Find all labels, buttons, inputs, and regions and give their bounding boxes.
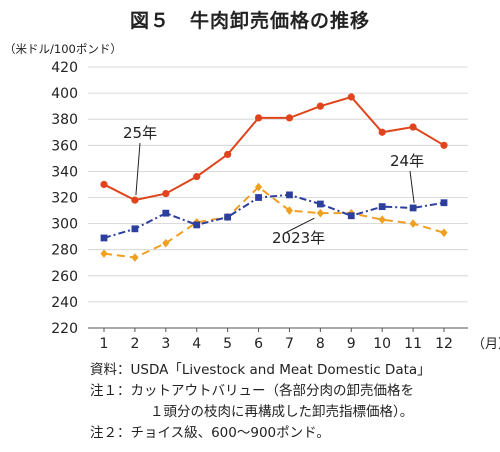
- data-point: [409, 204, 417, 212]
- data-point: [131, 253, 139, 262]
- y-tick-label: 380: [51, 112, 78, 128]
- x-tick-label: 10: [373, 336, 391, 352]
- data-point: [409, 219, 417, 228]
- x-tick-label: 8: [316, 336, 325, 352]
- x-tick-label: 1: [100, 336, 109, 352]
- x-tick-label: 3: [161, 336, 170, 352]
- data-point: [224, 213, 232, 221]
- series-line-0: [103, 95, 445, 202]
- y-tick-label: 260: [51, 269, 78, 285]
- data-point: [100, 180, 108, 189]
- data-point: [100, 234, 108, 242]
- data-point: [286, 191, 293, 199]
- data-point: [378, 203, 386, 211]
- chart-title: 図５ 牛肉卸売価格の推移: [129, 10, 370, 32]
- y-tick-label: 400: [51, 86, 78, 102]
- x-axis-unit-label: （月）: [472, 337, 500, 352]
- series-line-1: [103, 193, 445, 239]
- data-point: [254, 182, 263, 192]
- data-point: [285, 206, 294, 215]
- y-tick-label: 420: [51, 60, 78, 76]
- series-label-leader: [284, 217, 315, 234]
- source-note: 資料：USDA「Livestock and Meat Domestic Data…: [90, 362, 431, 378]
- data-point: [316, 200, 324, 208]
- data-point: [316, 208, 324, 218]
- x-tick-label: 2: [130, 336, 139, 352]
- x-tick-label: 5: [223, 336, 232, 352]
- data-point: [162, 209, 170, 217]
- x-tick-label: 11: [404, 336, 422, 352]
- y-tick-label: 280: [51, 243, 78, 259]
- data-point: [162, 238, 170, 248]
- x-tick-label: 6: [254, 336, 263, 352]
- y-tick-label: 320: [51, 191, 78, 207]
- y-tick-label: 220: [51, 321, 78, 337]
- note-2: 注２：チョイス級、600～900ポンド。: [90, 425, 330, 441]
- data-point: [162, 189, 170, 198]
- x-tick-label: 12: [435, 336, 453, 352]
- data-point: [347, 93, 355, 101]
- data-point: [131, 196, 139, 204]
- series-label-leader: [409, 170, 415, 204]
- data-point: [409, 123, 417, 131]
- data-point: [131, 225, 139, 233]
- note-1-line-2: １頭分の枝肉に再構成した卸売指標価格）。: [150, 404, 414, 420]
- y-tick-label: 360: [51, 138, 78, 154]
- data-point: [224, 150, 232, 159]
- notes: 資料：USDA「Livestock and Meat Domestic Data…: [90, 360, 431, 444]
- series-line-2: [103, 185, 445, 259]
- series-label: 2023年: [272, 229, 325, 247]
- data-point: [440, 228, 448, 238]
- data-point: [316, 102, 324, 110]
- note-1-line-1: 注１：カットアウトバリュー（各部分肉の卸売価格を: [90, 383, 414, 399]
- data-point: [440, 199, 448, 207]
- data-point: [254, 114, 263, 122]
- x-tick-label: 7: [285, 336, 294, 352]
- data-point: [378, 215, 386, 224]
- data-point: [285, 114, 294, 122]
- x-tick-label: 4: [192, 336, 201, 352]
- data-point: [378, 128, 386, 136]
- y-tick-label: 340: [51, 164, 78, 180]
- y-tick-label: 240: [51, 295, 78, 311]
- x-tick-label: 9: [347, 336, 356, 352]
- data-point: [347, 212, 355, 220]
- data-point: [193, 173, 201, 181]
- y-tick-label: 300: [51, 217, 78, 233]
- data-point: [440, 141, 448, 149]
- y-axis-unit-label: （米ドル/100ポンド）: [4, 42, 122, 56]
- data-point: [255, 194, 262, 201]
- data-point: [193, 221, 201, 229]
- series-label-leader: [135, 142, 141, 196]
- series-label: 24年: [390, 152, 424, 170]
- series-label: 25年: [123, 124, 157, 142]
- data-point: [100, 249, 108, 258]
